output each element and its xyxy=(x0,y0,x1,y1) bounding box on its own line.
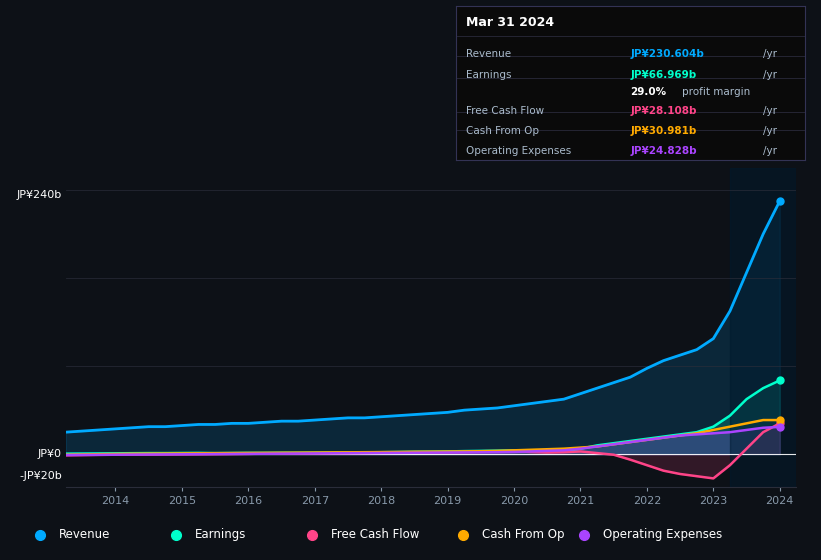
Text: Operating Expenses: Operating Expenses xyxy=(603,528,722,542)
Text: JP¥28.108b: JP¥28.108b xyxy=(631,106,696,116)
Text: Mar 31 2024: Mar 31 2024 xyxy=(466,16,554,29)
Text: Cash From Op: Cash From Op xyxy=(482,528,565,542)
Text: Earnings: Earnings xyxy=(466,71,511,80)
Text: JP¥240b: JP¥240b xyxy=(16,190,62,200)
Text: /yr: /yr xyxy=(763,71,777,80)
Text: Free Cash Flow: Free Cash Flow xyxy=(466,106,544,116)
Text: Revenue: Revenue xyxy=(59,528,111,542)
Text: Operating Expenses: Operating Expenses xyxy=(466,146,571,156)
Text: JP¥230.604b: JP¥230.604b xyxy=(631,49,704,59)
Text: /yr: /yr xyxy=(763,49,777,59)
Text: profit margin: profit margin xyxy=(682,87,750,97)
Text: /yr: /yr xyxy=(763,146,777,156)
Text: /yr: /yr xyxy=(763,106,777,116)
Text: JP¥24.828b: JP¥24.828b xyxy=(631,146,697,156)
Text: 29.0%: 29.0% xyxy=(631,87,667,97)
Bar xyxy=(730,168,796,487)
Text: Earnings: Earnings xyxy=(195,528,246,542)
Text: JP¥66.969b: JP¥66.969b xyxy=(631,71,696,80)
Text: -JP¥20b: -JP¥20b xyxy=(19,471,62,481)
Text: JP¥30.981b: JP¥30.981b xyxy=(631,126,696,136)
Text: Free Cash Flow: Free Cash Flow xyxy=(331,528,420,542)
Text: Cash From Op: Cash From Op xyxy=(466,126,539,136)
Text: JP¥0: JP¥0 xyxy=(38,449,62,459)
Text: Revenue: Revenue xyxy=(466,49,511,59)
Text: /yr: /yr xyxy=(763,126,777,136)
